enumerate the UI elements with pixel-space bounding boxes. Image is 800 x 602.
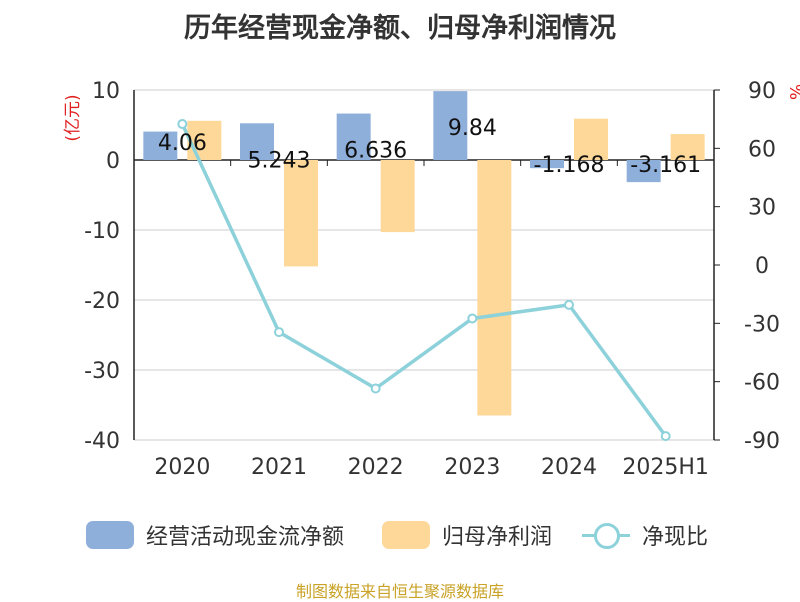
y2-tick-label: -90 — [744, 429, 780, 454]
y2-tick-label: 90 — [748, 79, 776, 104]
point-net-cash-ratio — [177, 119, 188, 130]
y2-tick-label: -60 — [744, 371, 780, 396]
data-label-cashflow: 9.84 — [448, 116, 497, 141]
data-label-cashflow: 5.243 — [248, 148, 311, 173]
bar-cashflow — [143, 131, 178, 160]
bar-cashflow — [626, 160, 661, 183]
legend-item-ratio[interactable]: 净现比 — [582, 518, 708, 552]
legend-item-cashflow[interactable]: 经营活动现金流净额 — [86, 518, 344, 552]
y2-axis-title: % — [785, 84, 800, 100]
y2-tick-label: 0 — [755, 254, 769, 279]
bar-cashflow — [433, 91, 468, 160]
chart-title: 历年经营现金净额、归母净利润情况 — [184, 13, 616, 44]
bar-net-profit — [477, 160, 512, 416]
legend-item-net-profit[interactable]: 归母净利润 — [382, 518, 552, 552]
point-net-cash-ratio — [274, 327, 284, 338]
x-tick-label: 2021 — [251, 455, 307, 480]
x-tick-label: 2025H1 — [622, 455, 709, 480]
y-tick-label: -30 — [84, 359, 120, 384]
data-label-cashflow: -1.168 — [534, 153, 605, 178]
point-net-cash-ratio — [370, 383, 381, 394]
legend-swatch-cashflow — [86, 521, 134, 549]
bar-net-profit — [670, 134, 705, 160]
data-label-cashflow: 6.636 — [344, 139, 407, 164]
y2-tick-label: -30 — [744, 312, 780, 337]
legend-label-net-profit: 归母净利润 — [442, 525, 553, 550]
bar-cashflow — [240, 123, 274, 160]
y-tick-label: 0 — [106, 149, 120, 174]
y2-tick-label: 60 — [748, 137, 776, 162]
y-tick-label: -10 — [84, 219, 120, 244]
point-net-cash-ratio — [564, 299, 574, 310]
x-tick-label: 2022 — [348, 455, 404, 480]
legend-swatch-net-profit — [382, 521, 430, 549]
y-tick-label: -20 — [84, 289, 120, 314]
x-tick-label: 2020 — [154, 455, 210, 480]
y2-tick-label: 30 — [748, 196, 776, 221]
bar-net-profit — [284, 160, 318, 267]
data-label-cashflow: 4.06 — [158, 131, 207, 156]
source-note: 制图数据来自恒生聚源数据库 — [295, 582, 504, 601]
point-net-cash-ratio — [660, 431, 671, 442]
bar-cashflow — [336, 113, 371, 160]
legend-label-cashflow: 经营活动现金流净额 — [146, 525, 345, 550]
x-tick-label: 2024 — [541, 455, 597, 480]
bar-cashflow — [530, 160, 564, 169]
point-net-cash-ratio — [467, 313, 478, 324]
bar-net-profit — [574, 118, 608, 160]
legend-label-ratio: 净现比 — [642, 525, 709, 550]
y-tick-label: -40 — [84, 429, 120, 454]
y-tick-label: 10 — [92, 79, 120, 104]
data-label-cashflow: -3.161 — [630, 153, 701, 178]
legend-line-ratio-icon — [582, 521, 630, 549]
line-net-cash-ratio — [180, 123, 668, 438]
bar-net-profit — [380, 160, 415, 233]
bar-net-profit — [187, 120, 222, 160]
y-axis-title: (亿元) — [63, 94, 83, 141]
x-tick-label: 2023 — [444, 455, 500, 480]
